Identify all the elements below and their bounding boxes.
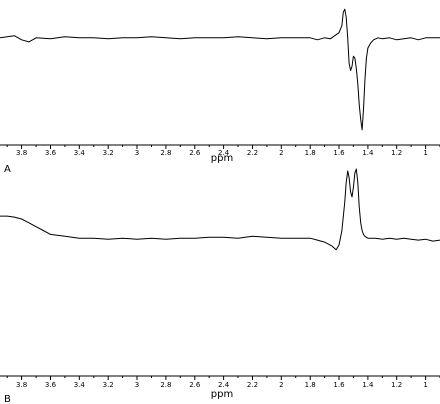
panel-a: 3.8 3.6 3.4 3.2 3 2.8 2.6 2.4 2.2 2 1.8 1.6 1.4 1.2 1 … (0, 8, 440, 175)
tick-label-a: 2.8 (160, 149, 171, 157)
tick-label-b: 1 (423, 381, 427, 389)
x-axis-title-a: ppm (211, 153, 233, 164)
x-ticks-b (6, 376, 440, 380)
tick-label-a: 2.4 (218, 149, 230, 157)
x-axis-title-b: ppm (211, 389, 233, 400)
tick-label-b: 1.6 (333, 381, 345, 389)
x-ticks-a (6, 145, 440, 149)
panel-label-a: A (4, 164, 11, 175)
tick-label-b: 3.2 (103, 381, 114, 389)
tick-label-b: 3.4 (74, 381, 86, 389)
tick-label-a: 1.2 (391, 149, 402, 157)
tick-label-a: 3.2 (103, 149, 114, 157)
tick-label-b: 2.8 (160, 381, 171, 389)
tick-label-a: 3.4 (74, 149, 86, 157)
tick-label-a: 1.4 (362, 149, 374, 157)
tick-label-a: 2.6 (189, 149, 201, 157)
tick-label-b: 2.4 (218, 381, 230, 389)
tick-label-b: 1.2 (391, 381, 402, 389)
tick-label-a: 2.2 (247, 149, 258, 157)
tick-label-b: 3.8 (16, 381, 27, 389)
tick-label-b: 1.4 (362, 381, 374, 389)
tick-label-b: 2 (279, 381, 283, 389)
tick-label-a: 1.8 (305, 149, 316, 157)
tick-label-a: 1 (423, 149, 427, 157)
tick-label-a: 3 (135, 149, 139, 157)
tick-label-b: 2.2 (247, 381, 258, 389)
tick-label-b: 2.6 (189, 381, 201, 389)
tick-label-b: 3.6 (45, 381, 57, 389)
tick-label-b: 3 (135, 381, 139, 389)
tick-label-a: 1.6 (333, 149, 345, 157)
tick-label-a: 2 (279, 149, 283, 157)
panel-label-b: B (4, 394, 11, 404)
panel-b: 3.8 3.6 3.4 3.2 3 2.8 2.6 2.4 2.2 2 1.8 1.6 1.4 1.2 1 … (0, 168, 440, 404)
x-tick-labels-b: 3.8 3.6 3.4 3.2 3 2.8 2.6 2.4 2.2 2 1.8 1.6 1.4 1.2 1 (16, 381, 428, 389)
tick-label-a: 3.6 (45, 149, 57, 157)
tick-label-a: 3.8 (16, 149, 27, 157)
x-tick-labels-a: 3.8 3.6 3.4 3.2 3 2.8 2.6 2.4 2.2 2 1.8 1.6 1.4 1.2 1 (16, 149, 428, 157)
spectrum-trace-a (0, 8, 440, 131)
spectrum-trace-b (0, 168, 440, 251)
tick-label-b: 1.8 (305, 381, 316, 389)
